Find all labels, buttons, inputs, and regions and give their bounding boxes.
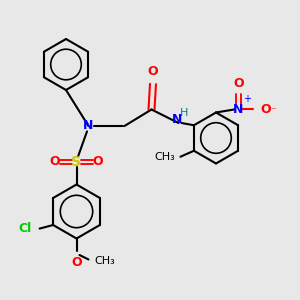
Text: +: + [243, 94, 251, 104]
Text: O: O [148, 65, 158, 78]
Text: N: N [83, 119, 94, 133]
Text: O: O [93, 155, 104, 169]
Text: O: O [233, 77, 244, 90]
Text: H: H [180, 108, 188, 118]
Text: CH₃: CH₃ [154, 152, 175, 162]
Text: ⁻: ⁻ [270, 106, 276, 116]
Text: Cl: Cl [19, 222, 32, 235]
Text: O: O [50, 155, 60, 169]
Text: O: O [71, 256, 82, 269]
Text: CH₃: CH₃ [94, 256, 115, 266]
Text: N: N [172, 113, 182, 127]
Text: N: N [233, 103, 244, 116]
Text: S: S [71, 155, 82, 169]
Text: O: O [260, 103, 271, 116]
